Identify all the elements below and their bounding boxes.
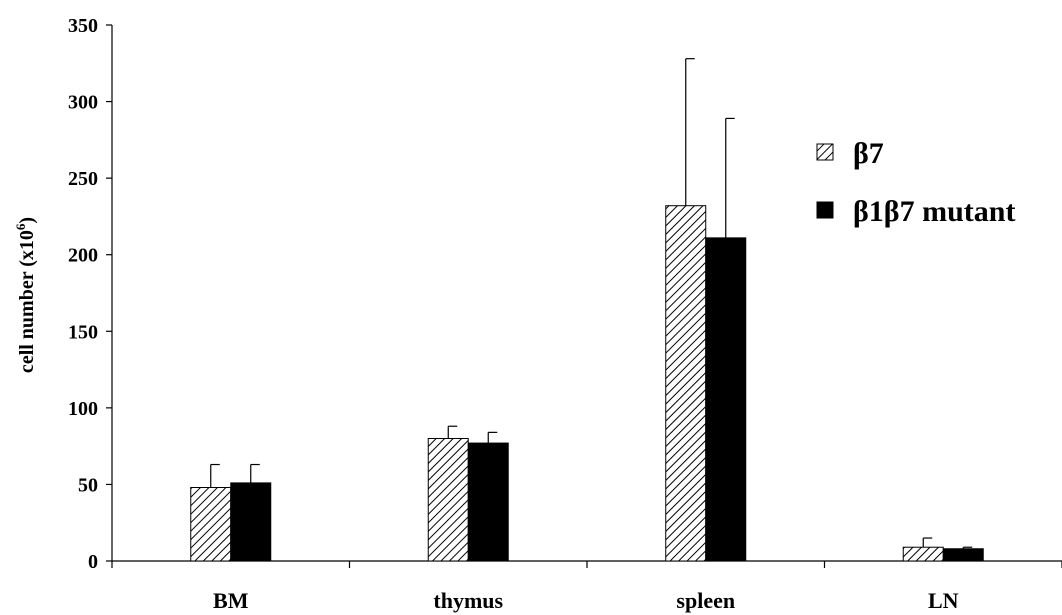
x-tick-label: thymus [433, 588, 503, 613]
y-tick-label: 250 [68, 168, 98, 190]
bar [665, 205, 707, 562]
x-tick-label: LN [928, 588, 959, 613]
bar [705, 237, 747, 562]
y-tick-label: 100 [68, 398, 98, 420]
plot-area: 0 50 100 150 200 250 300 350 BM thymus spleen LN [68, 15, 1062, 613]
bar [190, 486, 232, 562]
y-tick-label: 50 [78, 474, 98, 496]
bar [230, 482, 272, 562]
legend: β7 β1β7 mutant [816, 137, 1015, 228]
y-axis-title: cell number (x106) [13, 217, 38, 373]
legend-swatch [816, 201, 834, 219]
legend-label: β1β7 mutant [853, 195, 1015, 228]
y-tick-label: 150 [68, 321, 98, 343]
x-tick-label: spleen [676, 588, 735, 613]
y-tick-label: 300 [68, 92, 98, 114]
y-tick-label: 350 [68, 15, 98, 37]
legend-swatch [816, 143, 834, 161]
y-tick-label: 0 [88, 551, 98, 573]
y-tick-label: 200 [68, 245, 98, 267]
bar [427, 437, 469, 562]
bar [902, 546, 944, 562]
x-tick-label: BM [213, 588, 249, 613]
legend-label: β7 [853, 137, 884, 170]
bar [942, 548, 984, 562]
bar [467, 442, 509, 562]
